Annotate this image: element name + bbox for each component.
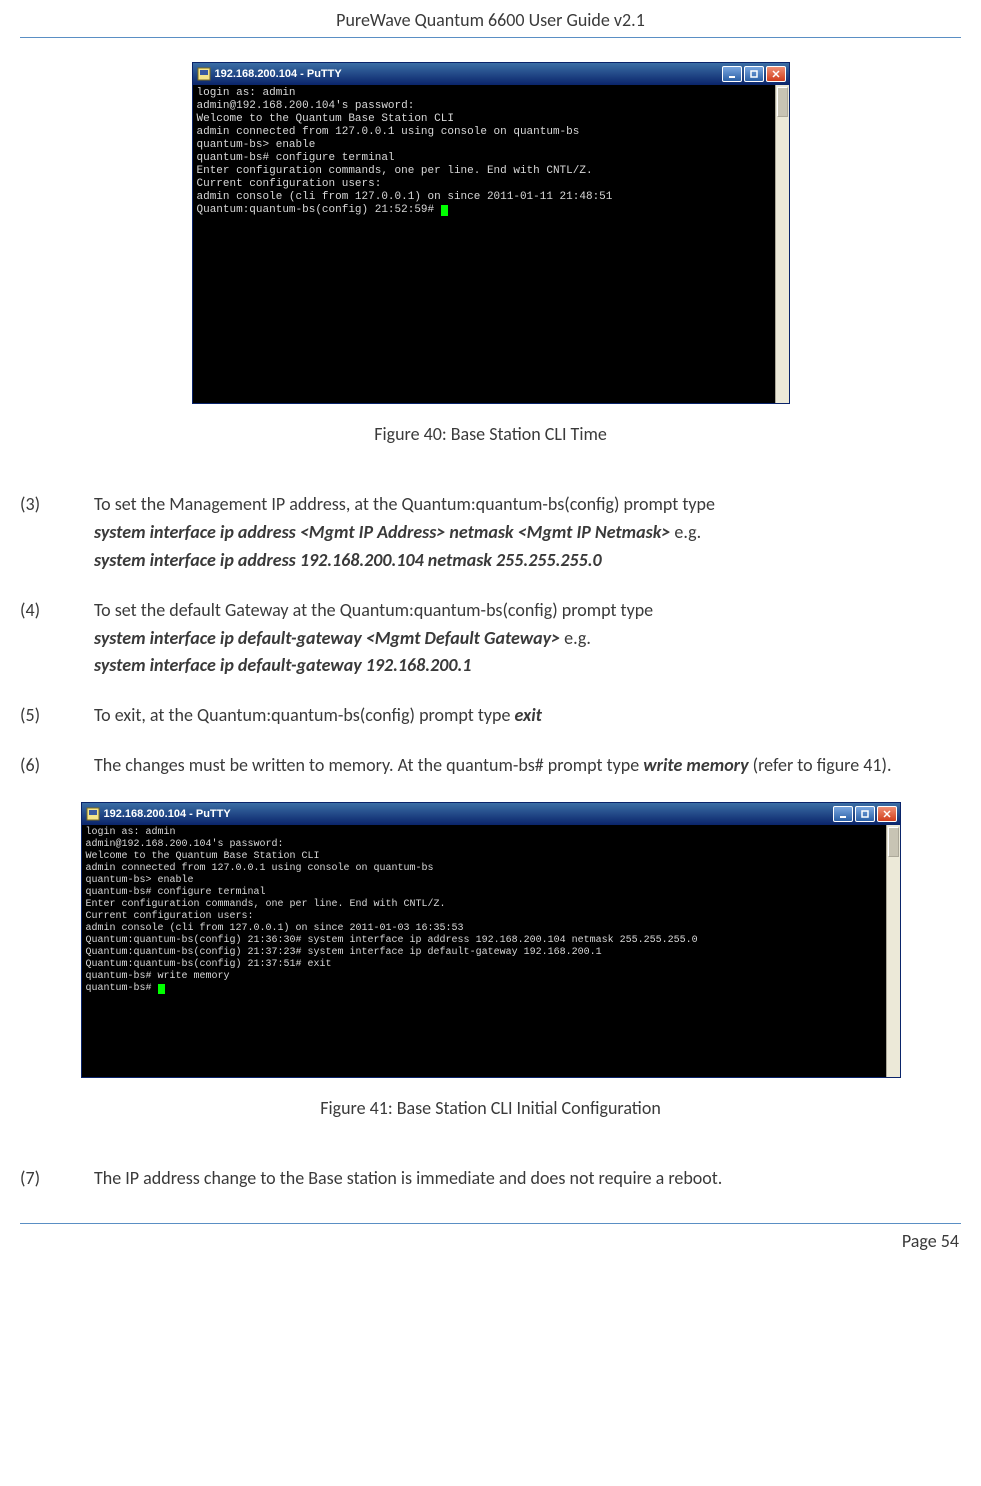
terminal-line: login as: admin [86,827,896,839]
step-body: The changes must be written to memory. A… [94,752,961,780]
terminal-line: quantum-bs# write memory [86,971,896,983]
terminal-line: admin@192.168.200.104's password: [86,839,896,851]
figure-40-block: 192.168.200.104 - PuTTY login as: admina… [20,62,961,409]
page-number: Page 54 [20,1230,961,1252]
terminal-line: quantum-bs> enable [86,875,896,887]
scrollbar-thumb[interactable] [888,827,899,857]
terminal-scrollbar[interactable] [775,85,789,403]
terminal-scrollbar[interactable] [886,825,900,1077]
step-body: To exit, at the Quantum:quantum-bs(confi… [94,702,961,730]
terminal-line: Current configuration users: [197,178,785,191]
step-command: system interface ip address 192.168.200.… [94,549,602,571]
terminal-line: login as: admin [197,87,785,100]
document-page: PureWave Quantum 6600 User Guide v2.1 19… [0,0,981,1272]
header-title: PureWave Quantum 6600 User Guide v2.1 [20,5,961,37]
terminal-line: admin@192.168.200.104's password: [197,100,785,113]
footer-rule [20,1223,961,1224]
step-text: The IP address change to the Base statio… [94,1167,722,1189]
step-text: To set the Management IP address, at the… [94,493,715,515]
terminal-line: Enter configuration commands, one per li… [197,165,785,178]
scrollbar-thumb[interactable] [777,87,788,117]
minimize-button[interactable] [722,66,742,82]
terminal-line: quantum-bs# configure terminal [86,887,896,899]
step-6: (6) The changes must be written to memor… [20,752,961,780]
terminal-line: Quantum:quantum-bs(config) 21:36:30# sys… [86,935,896,947]
step-number: (7) [20,1165,94,1193]
putty-icon [197,67,211,81]
step-number: (4) [20,597,94,681]
numbered-steps: (3) To set the Management IP address, at… [20,491,961,780]
step-text: (refer to figure 41). [749,754,892,776]
putty-icon [86,807,100,821]
header-rule [20,37,961,38]
maximize-button[interactable] [744,66,764,82]
terminal-line: Quantum:quantum-bs(config) 21:52:59# [197,204,785,217]
window-buttons [833,806,897,822]
step-command: system interface ip default-gateway 192.… [94,654,471,676]
terminal-area: login as: adminadmin@192.168.200.104's p… [193,85,789,403]
figure-41-block: 192.168.200.104 - PuTTY login as: admina… [20,802,961,1083]
putty-window-title: 192.168.200.104 - PuTTY [215,68,722,80]
terminal-line: quantum-bs# [86,983,896,995]
step-text: To exit, at the Quantum:quantum-bs(confi… [94,704,515,726]
putty-titlebar: 192.168.200.104 - PuTTY [193,63,789,85]
step-body: To set the default Gateway at the Quantu… [94,597,961,681]
numbered-steps-2: (7) The IP address change to the Base st… [20,1165,961,1193]
step-body: The IP address change to the Base statio… [94,1165,961,1193]
step-command: exit [515,704,542,726]
putty-window-fig40: 192.168.200.104 - PuTTY login as: admina… [192,62,790,404]
close-button[interactable] [766,66,786,82]
step-command: system interface ip address <Mgmt IP Add… [94,521,670,543]
step-command: write memory [643,754,748,776]
figure-40-caption: Figure 40: Base Station CLI Time [20,423,961,445]
step-text: To set the default Gateway at the Quantu… [94,599,653,621]
maximize-button[interactable] [855,806,875,822]
terminal-line: quantum-bs# configure terminal [197,152,785,165]
step-5: (5) To exit, at the Quantum:quantum-bs(c… [20,702,961,730]
terminal-cursor [441,205,448,216]
step-number: (6) [20,752,94,780]
putty-window-fig41: 192.168.200.104 - PuTTY login as: admina… [81,802,901,1078]
terminal-line: quantum-bs> enable [197,139,785,152]
terminal-line: Welcome to the Quantum Base Station CLI [86,851,896,863]
putty-window-title: 192.168.200.104 - PuTTY [104,808,833,820]
close-button[interactable] [877,806,897,822]
step-text: e.g. [670,521,701,543]
minimize-button[interactable] [833,806,853,822]
terminal-line: Quantum:quantum-bs(config) 21:37:51# exi… [86,959,896,971]
step-body: To set the Management IP address, at the… [94,491,961,575]
terminal-line: Welcome to the Quantum Base Station CLI [197,113,785,126]
terminal-line: Current configuration users: [86,911,896,923]
terminal-line: admin console (cli from 127.0.0.1) on si… [86,923,896,935]
terminal-cursor [158,984,165,994]
figure-41-caption: Figure 41: Base Station CLI Initial Conf… [20,1097,961,1119]
terminal-area: login as: adminadmin@192.168.200.104's p… [82,825,900,1077]
terminal-line: Enter configuration commands, one per li… [86,899,896,911]
terminal-line: admin console (cli from 127.0.0.1) on si… [197,191,785,204]
step-text: e.g. [560,627,591,649]
window-buttons [722,66,786,82]
step-7: (7) The IP address change to the Base st… [20,1165,961,1193]
putty-titlebar: 192.168.200.104 - PuTTY [82,803,900,825]
step-number: (3) [20,491,94,575]
step-text: The changes must be written to memory. A… [94,754,643,776]
terminal-line: Quantum:quantum-bs(config) 21:37:23# sys… [86,947,896,959]
step-number: (5) [20,702,94,730]
terminal-line: admin connected from 127.0.0.1 using con… [86,863,896,875]
terminal-line: admin connected from 127.0.0.1 using con… [197,126,785,139]
step-4: (4) To set the default Gateway at the Qu… [20,597,961,681]
step-command: system interface ip default-gateway <Mgm… [94,627,560,649]
step-3: (3) To set the Management IP address, at… [20,491,961,575]
